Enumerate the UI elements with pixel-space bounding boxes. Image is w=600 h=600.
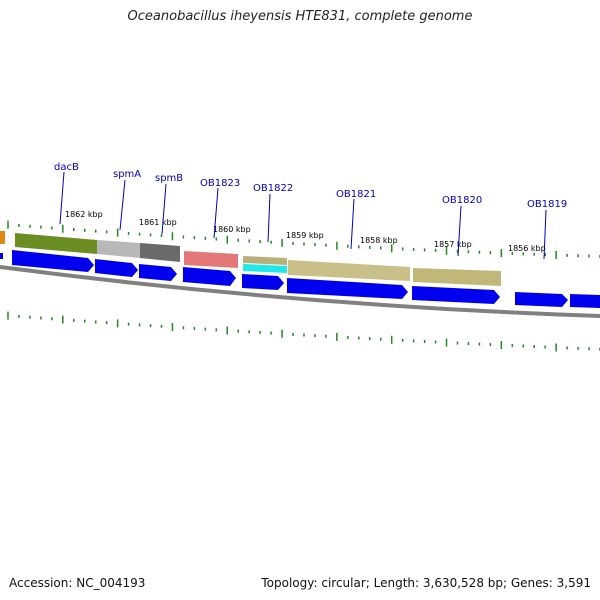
kbp-label: 1856 kbp [508, 244, 546, 253]
leader-line [350, 198, 355, 250]
leader-line [457, 205, 462, 257]
feature-block-OB1821[interactable] [288, 260, 410, 281]
kbp-label: 1857 kbp [434, 240, 472, 249]
cds-arrow[interactable] [570, 294, 600, 308]
gene-label-leaders [59, 171, 547, 260]
cds-arrow[interactable] [183, 267, 236, 286]
cds-arrow[interactable] [412, 286, 500, 304]
gene-label-OB1819[interactable]: OB1819 [527, 199, 567, 210]
gene-label-dacB[interactable]: dacB [54, 162, 79, 173]
feature-block-OB1822-top[interactable] [243, 256, 287, 265]
genome-stats-text: Topology: circular; Length: 3,630,528 bp… [261, 576, 591, 590]
leader-line [267, 193, 271, 243]
kbp-label: 1859 kbp [286, 231, 324, 240]
leader-line [161, 183, 167, 235]
feature-block-orange[interactable] [0, 231, 5, 244]
feature-block-spmB[interactable] [140, 243, 180, 262]
kbp-label: 1860 kbp [213, 225, 251, 234]
feature-block-OB1822-bottom[interactable] [243, 264, 287, 273]
kbp-labels: 1862 kbp 1861 kbp 1860 kbp 1859 kbp 1858… [65, 210, 546, 253]
cds-arrow[interactable] [287, 278, 408, 299]
genome-title: Oceanobacillus iheyensis HTE831, complet… [127, 9, 473, 24]
gene-label-OB1821[interactable]: OB1821 [336, 189, 376, 200]
leader-line [543, 209, 547, 260]
gene-label-OB1823[interactable]: OB1823 [200, 178, 240, 189]
cds-arrow[interactable] [515, 292, 568, 307]
tick-marks-inner [7, 311, 600, 352]
cds-arrow[interactable] [0, 253, 3, 259]
cds-arrow[interactable] [242, 274, 284, 290]
feature-block-spmA[interactable] [97, 240, 140, 258]
tick-marks-outer [7, 220, 600, 260]
gene-label-spmA[interactable]: spmA [113, 169, 141, 180]
genome-backbone [0, 265, 600, 318]
leader-line [213, 187, 219, 239]
leader-line [119, 179, 126, 231]
kbp-label: 1861 kbp [139, 218, 177, 227]
cds-arrow[interactable] [12, 250, 94, 272]
feature-track [0, 231, 501, 286]
cds-arrow[interactable] [139, 264, 177, 281]
gene-label-spmB[interactable]: spmB [155, 173, 183, 184]
cds-arrow[interactable] [95, 259, 138, 277]
kbp-label: 1862 kbp [65, 210, 103, 219]
feature-block-dacB[interactable] [15, 233, 97, 254]
feature-block-OB1823[interactable] [184, 251, 238, 268]
leader-line [59, 171, 65, 225]
gene-label-OB1820[interactable]: OB1820 [442, 195, 482, 206]
gene-labels: dacB spmA spmB OB1823 OB1822 OB1821 OB18… [54, 162, 567, 210]
cds-arrow-track [0, 250, 600, 308]
feature-block-OB1820[interactable] [413, 268, 501, 286]
kbp-label: 1858 kbp [360, 236, 398, 245]
accession-text: Accession: NC_004193 [9, 576, 146, 590]
gene-label-OB1822[interactable]: OB1822 [253, 183, 293, 194]
